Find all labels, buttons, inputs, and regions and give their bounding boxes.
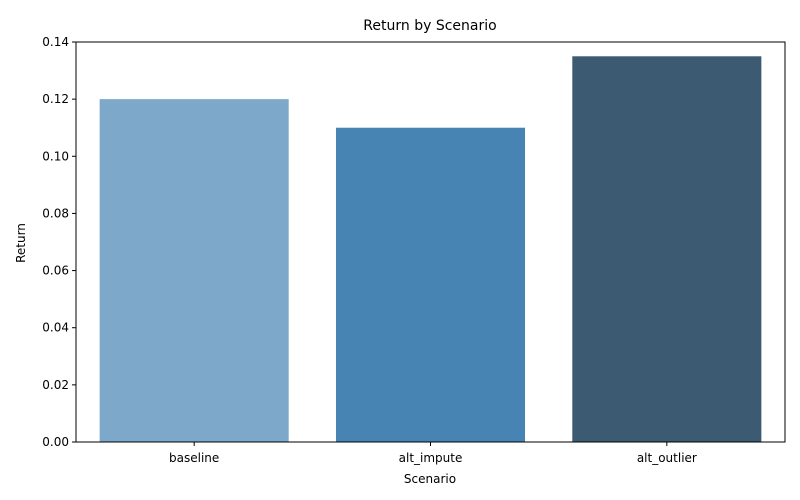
bar-baseline [99, 99, 289, 443]
y-tick-label: 0.08 [42, 206, 69, 220]
x-axis-label: Scenario [404, 472, 456, 486]
chart-title: Return by Scenario [363, 18, 496, 34]
x-tick-label: alt_impute [399, 451, 463, 465]
y-tick-label: 0.02 [42, 378, 69, 392]
x-axis: baseline alt_impute alt_outlier [169, 442, 697, 465]
y-tick-label: 0.12 [42, 92, 69, 106]
bars-group [99, 56, 762, 443]
x-tick-label: baseline [169, 451, 219, 465]
y-tick-label: 0.14 [42, 35, 69, 49]
plot-frame [75, 41, 786, 443]
x-tick-label: alt_outlier [637, 451, 697, 465]
bar-alt_outlier [572, 56, 762, 443]
y-tick-label: 0.10 [42, 149, 69, 163]
y-tick-label: 0.04 [42, 321, 69, 335]
y-tick-label: 0.00 [42, 435, 69, 449]
y-tick-label: 0.06 [42, 264, 69, 278]
y-axis: 0.00 0.02 0.04 0.06 0.08 0.10 0.12 0.14 [42, 35, 76, 449]
y-axis-label: Return [14, 223, 28, 263]
bar-alt_impute [335, 127, 526, 442]
